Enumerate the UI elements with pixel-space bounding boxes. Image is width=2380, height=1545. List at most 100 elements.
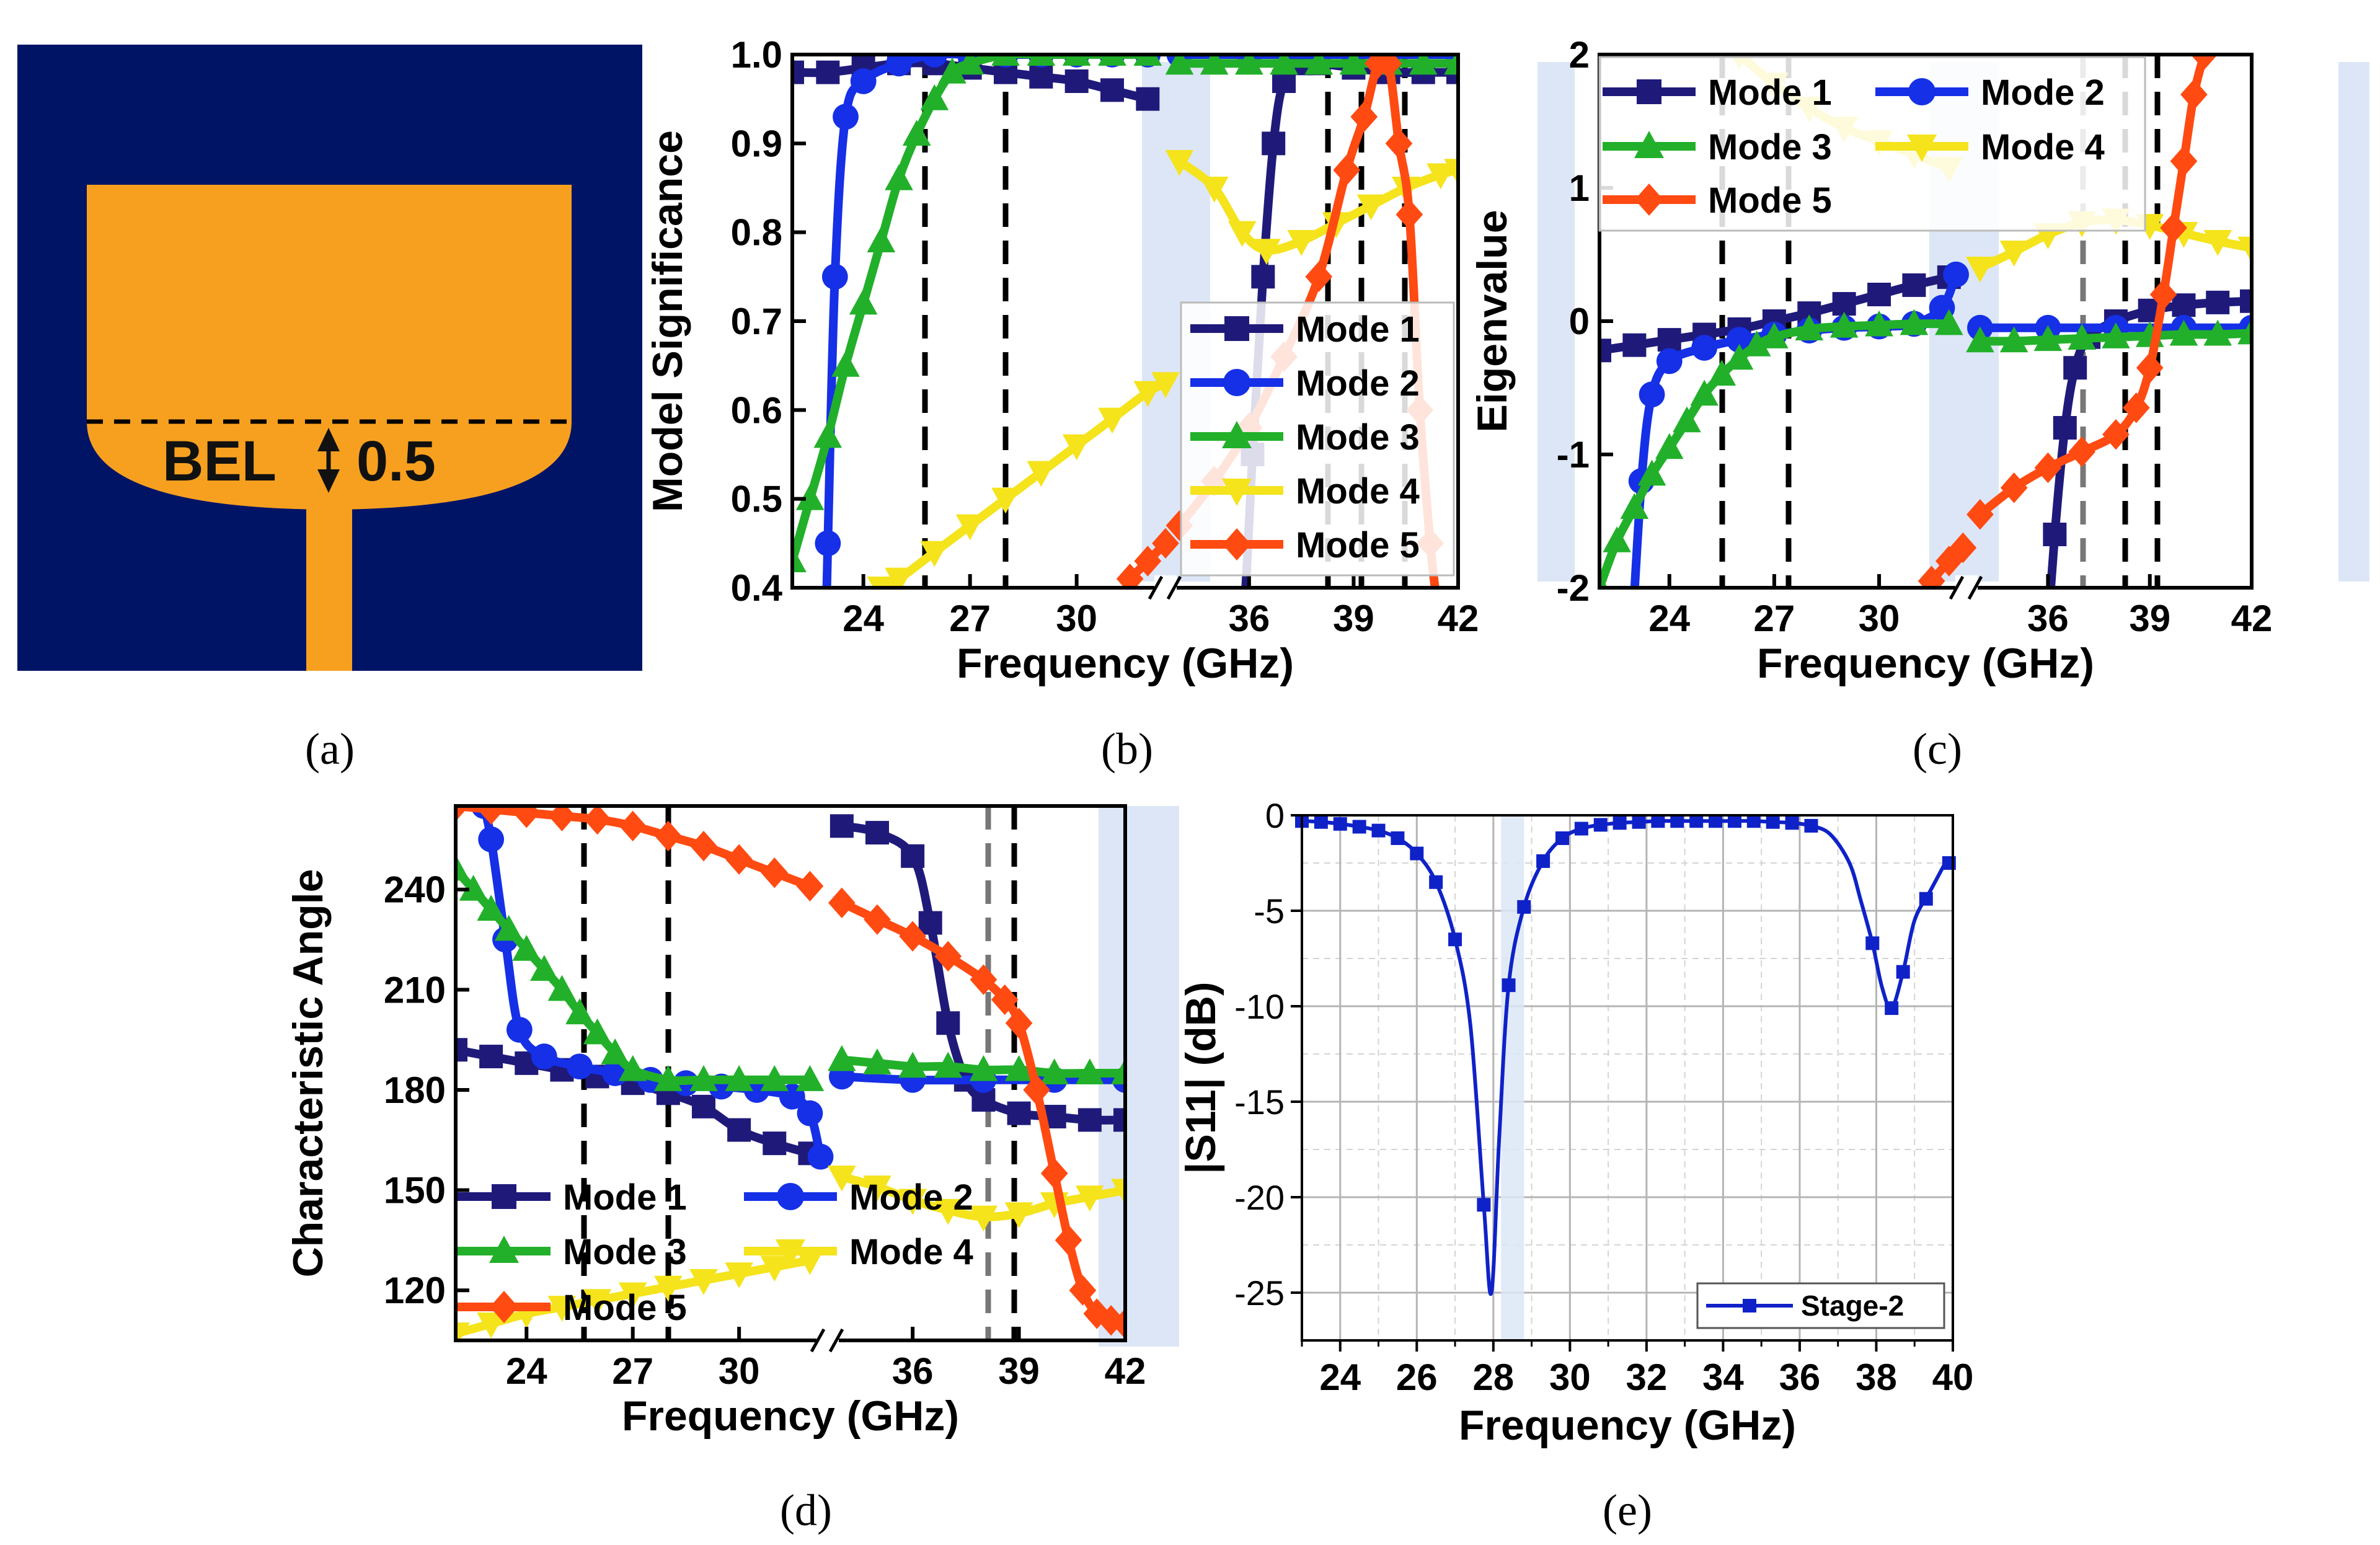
data-point [725, 1065, 753, 1091]
legend-label: Mode 5 [1708, 180, 1832, 221]
data-point [2237, 236, 2252, 263]
data-point [1785, 816, 1799, 830]
data-point [1622, 333, 1647, 357]
legend-marker [1223, 528, 1251, 560]
data-point [1760, 322, 1789, 348]
data-point [1885, 1001, 1899, 1016]
legend-item-mode-2: Mode 2 [1875, 73, 2105, 113]
radiating-patch [87, 185, 572, 510]
x-tick-label: 32 [1626, 1357, 1668, 1398]
series-line [1177, 157, 1458, 255]
x-tick-label: 24 [1648, 598, 1690, 639]
y-tick-label: 150 [384, 1170, 446, 1211]
data-point [797, 1100, 823, 1127]
legend-marker [777, 1183, 804, 1210]
data-point [1725, 343, 1754, 370]
legend-label: Mode 5 [563, 1288, 687, 1328]
y-tick-label: 0.8 [731, 212, 782, 254]
x-tick-label: 39 [998, 1350, 1040, 1392]
data-point [1133, 381, 1162, 407]
x-tick-label: 39 [2129, 598, 2170, 639]
chart-e-s11: 24 26 28 30 32 34 36 38 40 0 -5 -10 -15 -20 -25 Frequen… [1177, 796, 1973, 1535]
y-tick-label: -2 [1557, 567, 1590, 609]
data-point [2063, 356, 2087, 380]
x-tick-label: 26 [1396, 1357, 1438, 1398]
data-point [456, 1038, 467, 1062]
data-point [1742, 330, 1771, 356]
data-point [1027, 461, 1056, 487]
data-point [1620, 493, 1649, 520]
series-line [479, 806, 825, 1158]
data-point [1077, 1108, 1102, 1132]
y-axis-label: Characteristic Angle [285, 869, 332, 1278]
data-point [886, 55, 912, 77]
x-tick-label: 36 [1779, 1357, 1821, 1398]
data-point [2237, 318, 2252, 345]
data-point [1305, 261, 1333, 293]
data-point [477, 806, 505, 825]
legend-label: Mode 3 [1708, 127, 1832, 167]
data-point [815, 530, 841, 557]
data-point [1444, 55, 1458, 75]
data-point [1062, 55, 1091, 66]
data-point [821, 263, 848, 290]
data-point [506, 1017, 533, 1043]
data-point [1371, 823, 1386, 838]
data-point [1999, 326, 2028, 353]
data-point [530, 955, 559, 981]
bel-value: 0.5 [356, 430, 436, 493]
data-point [1795, 314, 1824, 340]
legend-marker [1635, 184, 1663, 216]
data-point [1865, 310, 1893, 337]
legend-marker [1223, 369, 1250, 396]
axis-break-mark [1949, 575, 1965, 600]
data-point [690, 830, 717, 862]
series-mode-5 [1918, 55, 2218, 588]
axis-break-mark [1166, 575, 1182, 600]
data-point [547, 1296, 577, 1322]
y-tick-label: -25 [1234, 1273, 1285, 1313]
feed-line [306, 496, 352, 671]
legend-label: Mode 2 [849, 1177, 973, 1218]
data-point [1429, 875, 1443, 889]
data-point [792, 546, 807, 573]
data-point [1865, 936, 1880, 950]
data-point [1766, 815, 1780, 829]
caption-b: (b) [1101, 724, 1153, 774]
x-tick-label: 30 [719, 1350, 760, 1392]
legend-item-mode-1: Mode 1 [458, 1177, 687, 1218]
data-point [2136, 352, 2164, 383]
data-point [1098, 407, 1126, 434]
data-point [1593, 818, 1608, 832]
caption-a: (a) [305, 724, 355, 774]
legend: Mode 1 Mode 2 Mode 3 Mode 4 Mode 5 [1598, 56, 2146, 232]
data-point [1007, 1101, 1031, 1125]
data-point [1055, 1224, 1082, 1256]
data-point [1200, 55, 1229, 75]
data-point [1603, 526, 1631, 552]
series-line [1301, 819, 1947, 1296]
data-point [1574, 821, 1588, 836]
caption-d: (d) [780, 1485, 832, 1535]
data-point [828, 1045, 856, 1071]
data-point [813, 422, 843, 448]
series-stage-2 [1295, 814, 1956, 1296]
legend-marker [1907, 135, 1937, 162]
data-point [1333, 817, 1347, 831]
data-point [761, 857, 789, 888]
data-point [1352, 820, 1366, 834]
data-point [1632, 815, 1646, 829]
data-point [1262, 131, 1286, 156]
data-point [1804, 818, 1818, 833]
data-point [1637, 459, 1666, 486]
data-point [565, 998, 594, 1025]
x-tick-label: 36 [892, 1350, 934, 1392]
data-point [478, 826, 505, 852]
data-point [1111, 1179, 1125, 1205]
chart-d-characteristic-angle: 24 27 30 36 39 42 120 150 180 210 240 Frequency (GH… [285, 804, 1179, 1535]
caption-c: (c) [1913, 724, 1962, 774]
data-point [1069, 1275, 1097, 1306]
legend-marker [1743, 1299, 1756, 1313]
data-point [991, 487, 1020, 514]
x-tick-label: 30 [1056, 598, 1097, 639]
